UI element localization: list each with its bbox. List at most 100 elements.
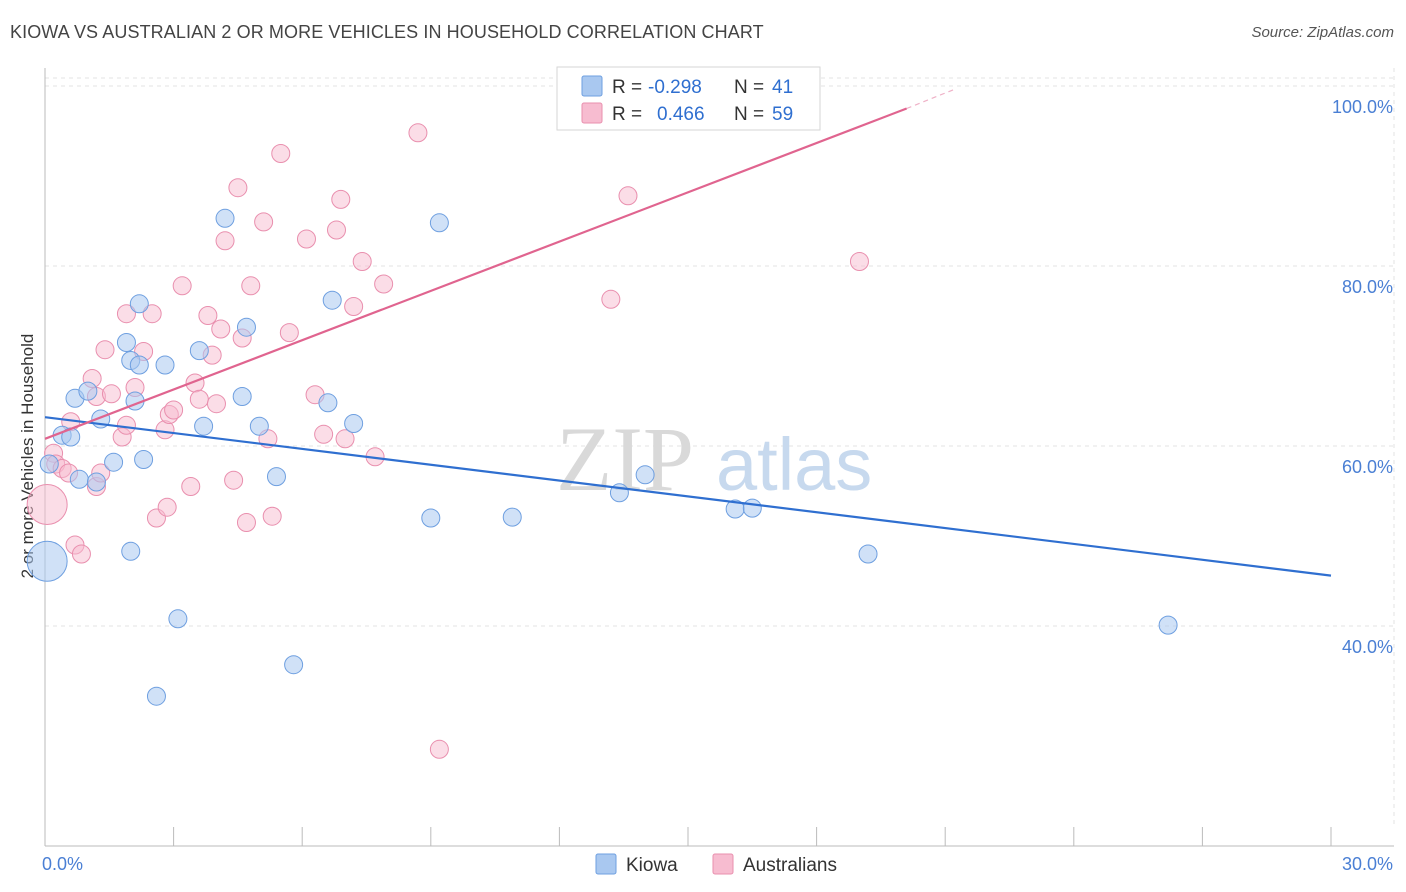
- kiowa-point: [189, 341, 209, 361]
- australians-point: [296, 229, 316, 249]
- australians-swatch: [581, 102, 603, 124]
- australians-point: [206, 394, 226, 414]
- australians-points: [26, 123, 869, 759]
- y-tick-label: 80.0%: [1342, 277, 1393, 297]
- australians-point: [116, 304, 136, 324]
- australians-point: [374, 274, 394, 294]
- australians-point: [215, 231, 235, 251]
- kiowa-point: [236, 317, 256, 337]
- series-legend: Kiowa Australians: [595, 853, 837, 876]
- kiowa-point: [146, 686, 166, 706]
- australians-point: [429, 739, 449, 759]
- kiowa-point: [502, 507, 522, 527]
- kiowa-point: [194, 416, 214, 436]
- australians-point: [95, 340, 115, 360]
- kiowa-trend-line: [44, 416, 1332, 577]
- x-tick-label: 30.0%: [1342, 854, 1393, 874]
- stats-legend: R = -0.298 N = 41 R = 0.466 N = 59: [556, 66, 821, 131]
- australians-point: [236, 513, 256, 532]
- kiowa-point: [421, 508, 441, 528]
- australians-point: [344, 297, 364, 316]
- zipatlas-watermark: ZIP atlas: [556, 408, 872, 510]
- kiowa-point: [742, 498, 762, 518]
- x-tick-label: 0.0%: [42, 854, 83, 874]
- legend-australians-swatch: [712, 853, 734, 875]
- kiowa-r-label: R =: [612, 77, 642, 98]
- australians-r-label: R =: [612, 104, 642, 125]
- australians-point: [172, 276, 192, 296]
- australians-point: [408, 123, 428, 143]
- australians-point: [26, 484, 68, 525]
- australians-point: [224, 470, 244, 490]
- australians-point: [157, 497, 177, 517]
- kiowa-point: [1158, 615, 1178, 635]
- kiowa-point: [344, 414, 364, 433]
- australians-point: [198, 306, 218, 325]
- kiowa-point: [266, 467, 286, 487]
- legend-kiowa-swatch: [595, 853, 617, 875]
- kiowa-n-label: N =: [734, 77, 764, 98]
- australians-point: [71, 544, 91, 564]
- kiowa-point: [858, 544, 878, 564]
- kiowa-swatch: [581, 75, 603, 97]
- kiowa-point: [322, 290, 342, 310]
- tick-labels: 40.0% 60.0% 80.0% 100.0% 0.0% 30.0%: [42, 97, 1393, 874]
- australians-point: [101, 384, 121, 404]
- australians-point: [116, 415, 136, 435]
- australians-point: [314, 424, 334, 444]
- kiowa-point: [232, 387, 252, 406]
- australians-point: [279, 323, 299, 343]
- kiowa-point: [155, 355, 175, 375]
- australians-point: [326, 220, 346, 240]
- australians-n-label: N =: [734, 104, 764, 125]
- kiowa-point: [318, 393, 338, 413]
- australians-point: [189, 389, 209, 409]
- kiowa-point: [249, 416, 269, 436]
- legend-australians-label: Australians: [743, 855, 837, 876]
- kiowa-point: [39, 454, 59, 474]
- kiowa-point: [116, 333, 136, 352]
- australians-point: [849, 252, 869, 271]
- australians-point: [618, 186, 638, 206]
- australians-point: [164, 400, 184, 420]
- legend-kiowa-label: Kiowa: [626, 855, 678, 876]
- kiowa-point: [26, 540, 68, 582]
- kiowa-point: [429, 213, 449, 233]
- kiowa-point: [215, 208, 235, 228]
- kiowa-n-value: 41: [772, 77, 793, 98]
- y-tick-label: 100.0%: [1332, 97, 1393, 117]
- australians-point: [335, 429, 355, 449]
- australians-point: [254, 212, 274, 232]
- australians-point: [331, 189, 351, 209]
- kiowa-point: [121, 541, 141, 561]
- y-tick-label: 60.0%: [1342, 457, 1393, 477]
- kiowa-point: [129, 294, 149, 314]
- kiowa-point: [86, 472, 106, 492]
- australians-point: [601, 289, 621, 309]
- australians-trend-line: [44, 107, 908, 440]
- australians-point: [228, 178, 248, 198]
- kiowa-point: [129, 355, 149, 375]
- australians-point: [262, 506, 282, 526]
- trend-lines: [44, 89, 1332, 577]
- y-tick-label: 40.0%: [1342, 637, 1393, 657]
- australians-point: [352, 252, 372, 271]
- australians-trend-extension: [906, 89, 954, 110]
- source-credit: Source: ZipAtlas.com: [1251, 24, 1394, 41]
- kiowa-point: [134, 450, 154, 469]
- kiowa-point: [78, 381, 98, 401]
- australians-r-value: 0.466: [657, 104, 705, 125]
- australians-point: [211, 319, 231, 339]
- australians-point: [181, 477, 201, 496]
- kiowa-point: [104, 452, 124, 472]
- watermark-atlas: atlas: [716, 423, 872, 506]
- australians-n-value: 59: [772, 104, 793, 125]
- kiowa-r-value: -0.298: [648, 77, 702, 98]
- australians-point: [241, 276, 261, 296]
- kiowa-point: [284, 655, 304, 675]
- australians-point: [142, 304, 162, 324]
- kiowa-point: [69, 469, 89, 489]
- chart-title: KIOWA VS AUSTRALIAN 2 OR MORE VEHICLES I…: [10, 22, 764, 42]
- australians-point: [271, 144, 291, 163]
